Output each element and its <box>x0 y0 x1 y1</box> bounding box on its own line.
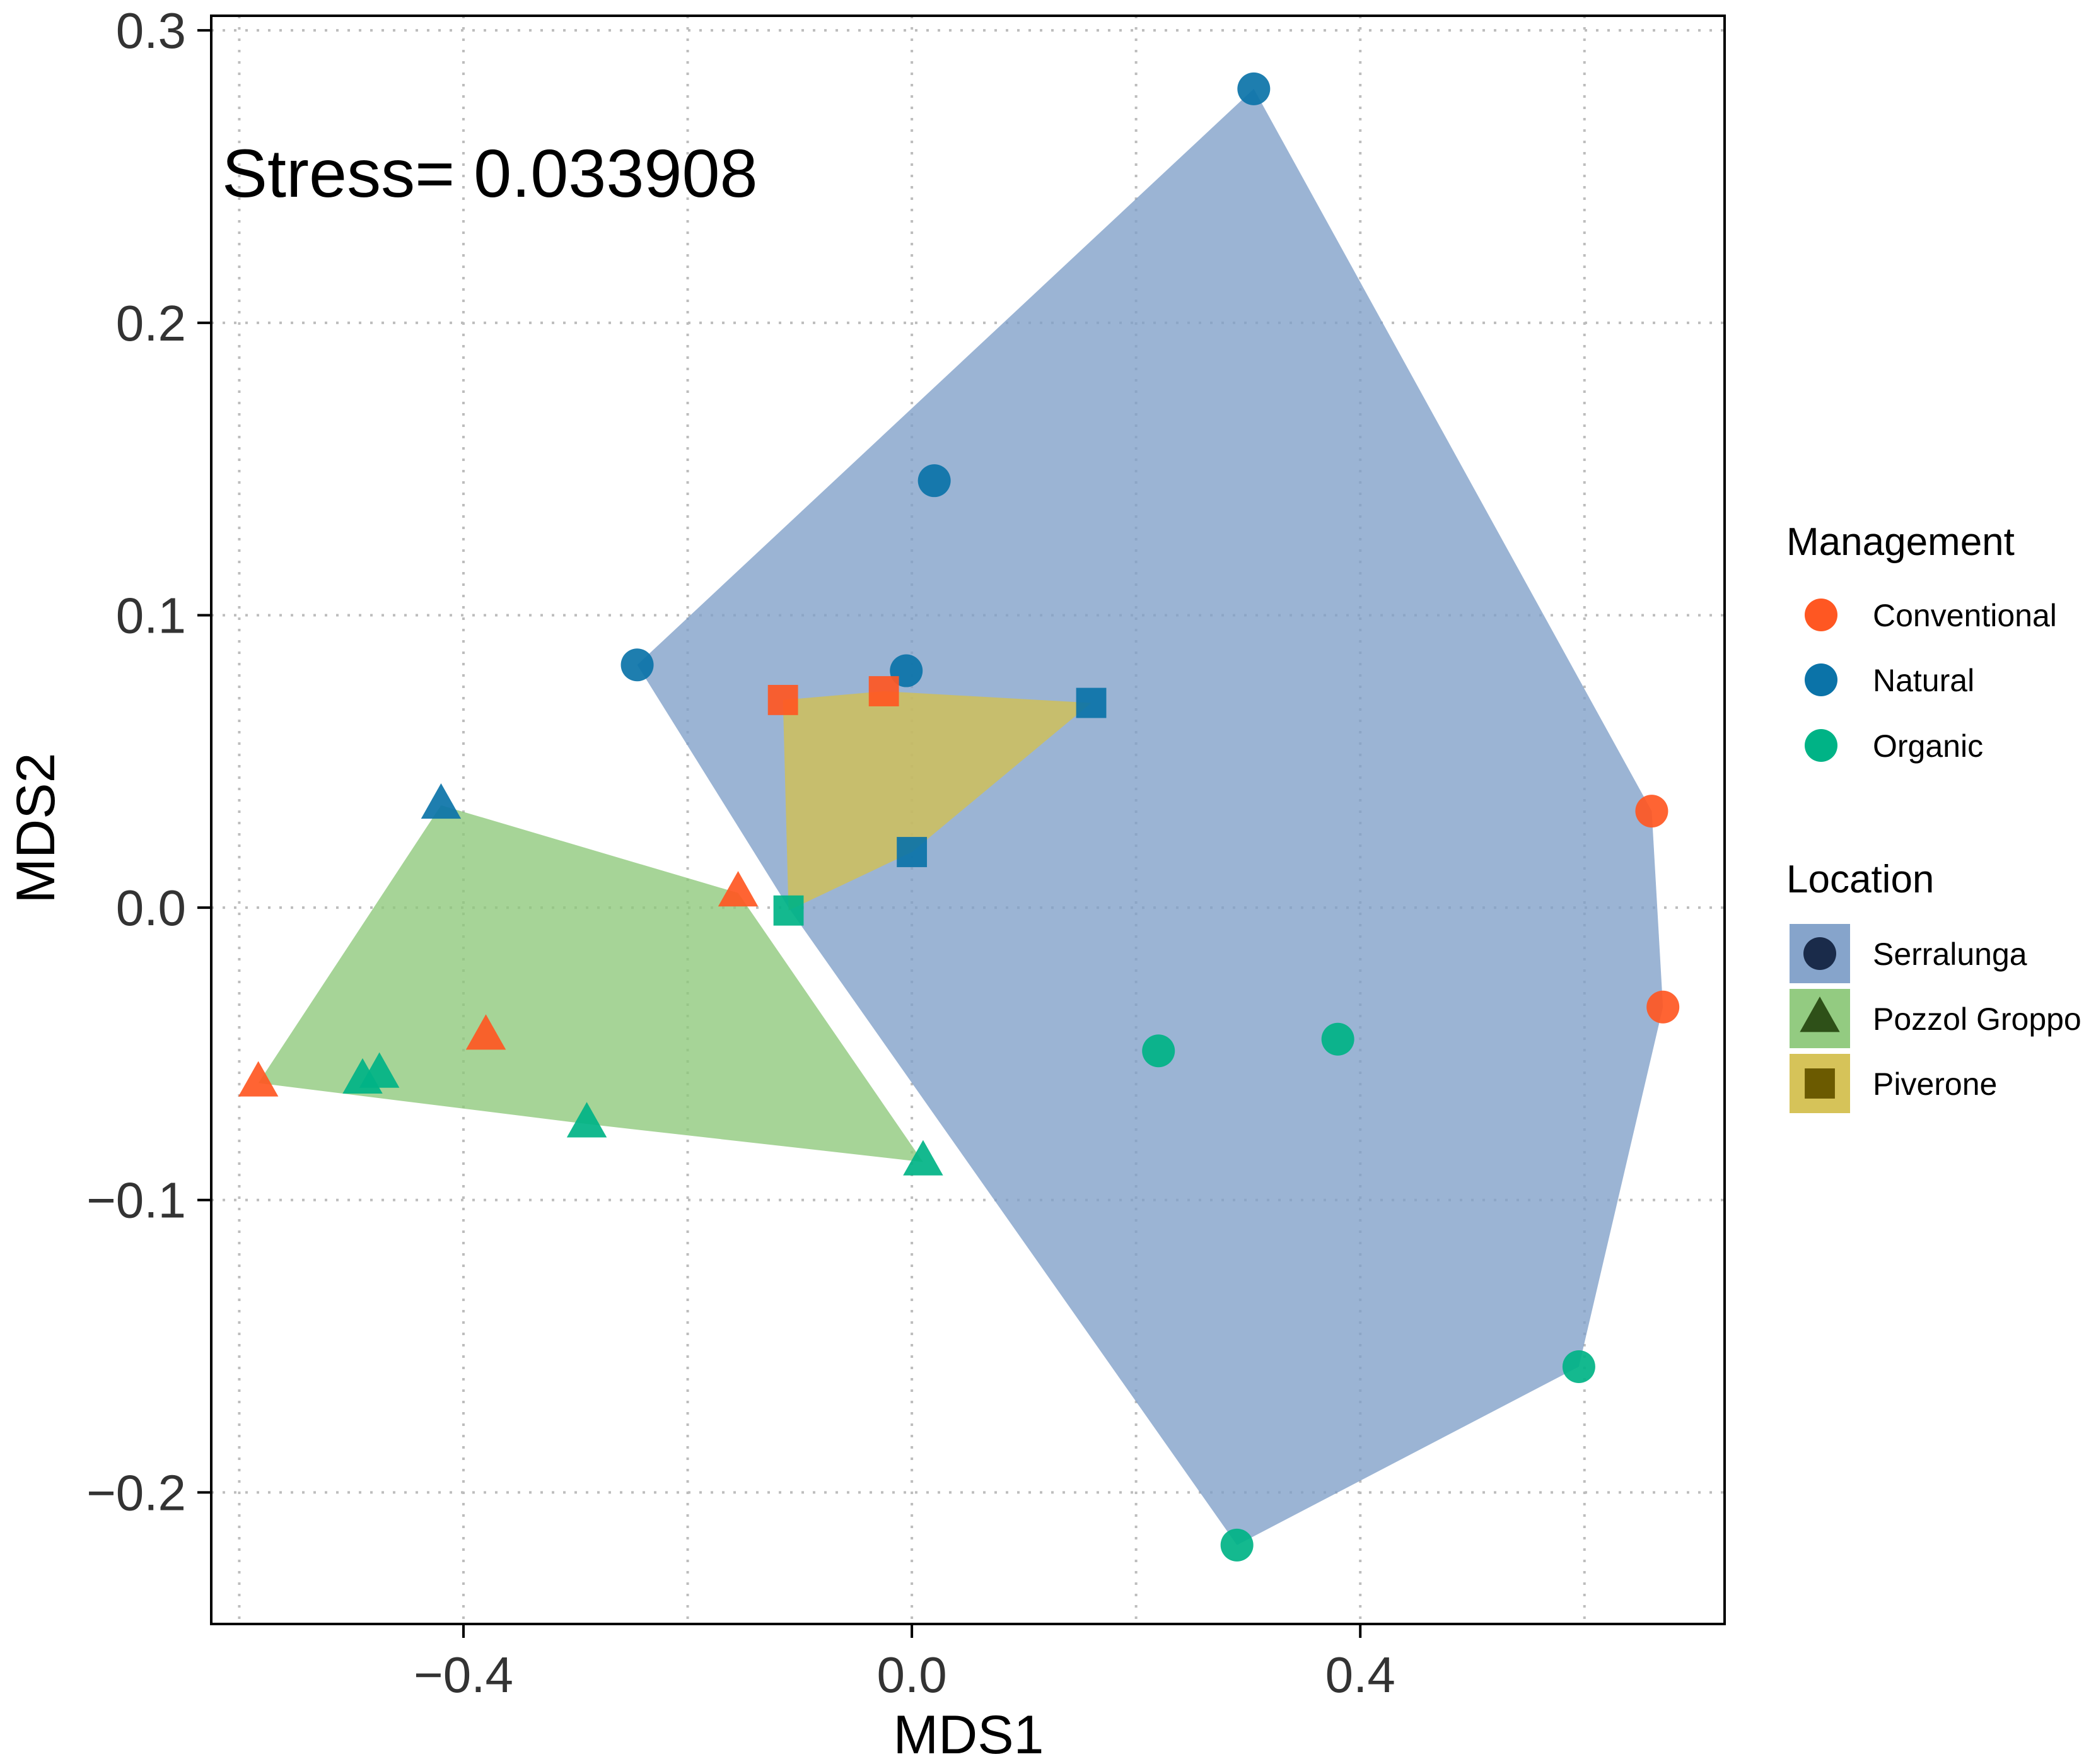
y-tick-label: −0.1 <box>86 1172 186 1229</box>
point-organic-serralunga <box>1220 1528 1254 1562</box>
point-conventional-pozzol-groppo <box>718 871 759 907</box>
legend-label-organic: Organic <box>1873 728 1983 764</box>
axes: −0.4 0.0 0.4 −0.2 −0.1 0.0 0.1 0.2 0.3 <box>86 3 1726 1703</box>
point-conventional-serralunga <box>1635 795 1668 828</box>
legend-marker-piverone <box>1805 1068 1835 1099</box>
point-conventional-piverone <box>868 676 899 706</box>
legend-title-location: Location <box>1786 858 1934 901</box>
legend: Management Location Conventional Natural O… <box>1786 520 2081 1113</box>
point-organic-serralunga <box>1562 1350 1595 1383</box>
y-tick-label: 0.2 <box>116 295 186 351</box>
hull-serralunga <box>637 88 1663 1545</box>
point-conventional-pozzol-groppo <box>465 1014 506 1050</box>
point-natural-serralunga <box>1237 72 1271 105</box>
point-conventional-piverone <box>767 684 798 715</box>
data-points <box>238 72 1680 1562</box>
point-natural-serralunga <box>917 464 951 498</box>
x-tick-label: 0.0 <box>877 1647 947 1703</box>
legend-label-natural: Natural <box>1873 663 1974 698</box>
legend-management-items: Conventional Natural Organic <box>1805 598 2057 764</box>
y-tick-label: 0.1 <box>116 587 186 643</box>
legend-location-items: Serralunga Pozzol Groppo Piverone <box>1790 924 2081 1113</box>
x-axis-title: MDS1 <box>894 1705 1044 1764</box>
point-natural-pozzol-groppo <box>421 783 462 819</box>
y-axis-title: MDS2 <box>6 753 66 904</box>
y-tick-label: 0.3 <box>116 3 186 59</box>
legend-marker-conventional <box>1805 599 1837 631</box>
point-organic-pozzol-groppo <box>566 1102 607 1138</box>
point-conventional-pozzol-groppo <box>238 1061 279 1097</box>
legend-label-pozzol-groppo: Pozzol Groppo <box>1873 1002 2081 1037</box>
legend-marker-pozzol-groppo <box>1800 996 1840 1032</box>
plot-panel-border <box>210 15 1726 1625</box>
point-natural-piverone <box>1076 687 1107 718</box>
point-natural-serralunga <box>620 648 654 682</box>
legend-title-management: Management <box>1786 520 2015 564</box>
point-organic-piverone <box>773 895 804 926</box>
legend-marker-organic <box>1805 729 1837 762</box>
stress-annotation: Stress= 0.033908 <box>222 135 758 211</box>
point-organic-pozzol-groppo <box>359 1052 400 1088</box>
point-organic-serralunga <box>1142 1034 1175 1068</box>
point-conventional-serralunga <box>1646 990 1680 1024</box>
hull-piverone <box>783 691 1092 911</box>
y-tick-label: 0.0 <box>116 880 186 936</box>
point-organic-pozzol-groppo <box>903 1140 943 1176</box>
legend-label-serralunga: Serralunga <box>1873 937 2027 972</box>
location-hulls <box>258 88 1663 1545</box>
x-tick-label: 0.4 <box>1325 1647 1395 1703</box>
x-tick-label: −0.4 <box>414 1647 513 1703</box>
legend-marker-natural <box>1805 663 1837 696</box>
y-tick-label: −0.2 <box>86 1464 186 1521</box>
point-organic-serralunga <box>1321 1022 1354 1056</box>
point-natural-piverone <box>897 837 928 867</box>
legend-label-piverone: Piverone <box>1873 1066 1997 1102</box>
hull-pozzol-groppo <box>258 805 923 1162</box>
legend-label-conventional: Conventional <box>1873 598 2057 633</box>
legend-marker-serralunga <box>1803 937 1836 970</box>
